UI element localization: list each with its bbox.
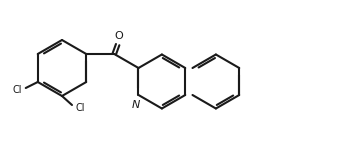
- Text: N: N: [131, 100, 140, 110]
- Text: Cl: Cl: [75, 103, 85, 113]
- Text: Cl: Cl: [12, 85, 22, 95]
- Text: O: O: [114, 31, 123, 41]
